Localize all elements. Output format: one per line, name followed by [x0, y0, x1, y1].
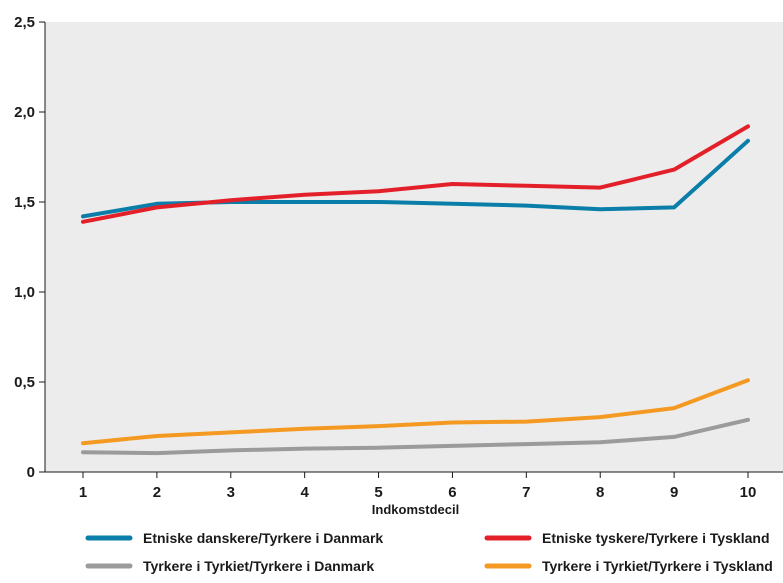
y-tick-label: 1,5: [14, 194, 35, 211]
legend-label: Tyrkere i Tyrkiet/Tyrkere i Danmark: [143, 558, 374, 574]
x-tick-label: 4: [300, 484, 309, 501]
x-tick-label: 8: [596, 484, 604, 501]
y-tick-label: 0: [27, 464, 35, 481]
x-tick-label: 3: [227, 484, 235, 501]
x-tick-label: 10: [740, 484, 757, 501]
legend-item: Tyrkere i Tyrkiet/Tyrkere i Danmark: [85, 558, 374, 574]
y-tick-label: 2,0: [14, 104, 35, 121]
x-tick-label: 7: [522, 484, 530, 501]
legend-item: Etniske danskere/Tyrkere i Danmark: [85, 530, 383, 546]
legend-label: Etniske danskere/Tyrkere i Danmark: [143, 530, 383, 546]
series-line-2: [81, 124, 750, 224]
series-line-3: [81, 417, 750, 456]
y-axis: 0 0,5 1,0 1,5 2,0 2,5: [14, 14, 46, 481]
x-tick-label: 9: [670, 484, 678, 501]
x-tick-label: 2: [153, 484, 161, 501]
y-tick-label: 2,5: [14, 14, 35, 31]
legend-item: Etniske tyskere/Tyrkere i Tyskland: [484, 530, 770, 546]
legend: Etniske danskere/Tyrkere i Danmark Etnisk…: [85, 530, 773, 574]
legend-label: Etniske tyskere/Tyrkere i Tyskland: [542, 530, 770, 546]
x-axis: 1 2 3 4 5 6 7 8 9 10: [45, 471, 783, 501]
series-lines: [81, 124, 750, 456]
series-line-4: [81, 378, 750, 446]
legend-item: Tyrkere i Tyrkiet/Tyrkere i Tyskland: [484, 558, 773, 574]
x-tick-label: 1: [79, 484, 87, 501]
plot-area: [45, 22, 783, 472]
x-axis-title: Indkomstdecil: [372, 502, 459, 517]
y-tick-label: 0,5: [14, 374, 35, 391]
legend-label: Tyrkere i Tyrkiet/Tyrkere i Tyskland: [542, 558, 773, 574]
x-tick-label: 5: [374, 484, 382, 501]
x-tick-label: 6: [448, 484, 456, 501]
y-tick-label: 1,0: [14, 284, 35, 301]
